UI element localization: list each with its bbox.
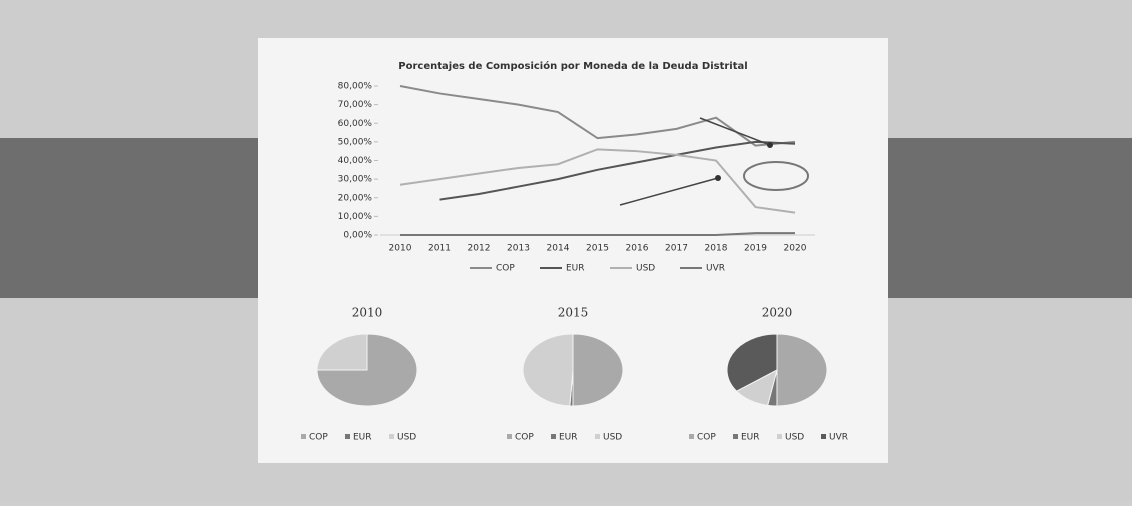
- legend-swatch: [821, 434, 826, 439]
- legend-label: USD: [397, 433, 416, 443]
- legend-label: EUR: [559, 433, 578, 443]
- series-line: [400, 232, 795, 236]
- legend-swatch: [689, 434, 694, 439]
- x-tick-label: 2012: [468, 244, 491, 254]
- series-line: [399, 85, 796, 147]
- annotation-arrow: [619, 177, 719, 206]
- legend-swatch: [551, 434, 556, 439]
- y-tick-label: 10,00%: [338, 212, 373, 222]
- legend-swatch: [507, 434, 512, 439]
- x-tick-label: 2011: [428, 244, 451, 254]
- legend-label: COP: [496, 264, 515, 274]
- legend-swatch: [301, 434, 306, 439]
- series-line: [439, 140, 796, 201]
- y-tick-label: 0,00%: [343, 231, 372, 241]
- x-tick-label: 2019: [744, 244, 767, 254]
- pie-slice: [316, 333, 418, 407]
- legend-label: EUR: [741, 433, 760, 443]
- x-tick-label: 2010: [389, 244, 412, 254]
- arrow-head: [767, 142, 773, 148]
- charts: Porcentajes de Composición por Moneda de…: [301, 60, 848, 443]
- pie-slice: [726, 333, 778, 392]
- chart-title: Porcentajes de Composición por Moneda de…: [398, 60, 747, 72]
- legend-label: COP: [309, 433, 328, 443]
- x-tick-label: 2020: [784, 244, 807, 254]
- legend-swatch: [777, 434, 782, 439]
- pie-slice: [522, 333, 574, 407]
- y-tick-label: 70,00%: [338, 100, 373, 110]
- pie-slice: [776, 333, 828, 407]
- legend-swatch: [595, 434, 600, 439]
- legend-swatch: [733, 434, 738, 439]
- x-tick-label: 2018: [705, 244, 728, 254]
- legend-label: USD: [785, 433, 804, 443]
- series-line: [399, 148, 796, 214]
- legend-swatch: [345, 434, 350, 439]
- legend-label: COP: [697, 433, 716, 443]
- y-tick-label: 20,00%: [338, 193, 373, 203]
- y-tick-label: 40,00%: [338, 156, 373, 166]
- pie-title: 2010: [352, 306, 383, 320]
- pie-slice: [572, 333, 624, 407]
- legend-label: UVR: [706, 264, 725, 274]
- x-tick-label: 2016: [626, 244, 649, 254]
- annotation-arrow: [699, 117, 771, 146]
- legend-label: EUR: [566, 264, 585, 274]
- x-tick-label: 2015: [586, 244, 609, 254]
- highlight-ellipse: [743, 161, 809, 191]
- pie-title: 2020: [762, 306, 793, 320]
- legend-label: UVR: [829, 433, 848, 443]
- x-tick-label: 2014: [547, 244, 570, 254]
- y-tick-label: 60,00%: [338, 119, 373, 129]
- x-tick-label: 2013: [507, 244, 530, 254]
- pie-slice: [316, 333, 368, 371]
- legend-label: USD: [603, 433, 622, 443]
- x-tick-label: 2017: [665, 244, 688, 254]
- pie-title: 2015: [558, 306, 589, 320]
- legend-swatch: [389, 434, 394, 439]
- legend-label: COP: [515, 433, 534, 443]
- y-tick-label: 80,00%: [338, 82, 373, 92]
- legend-label: USD: [636, 264, 655, 274]
- arrow-head: [715, 175, 721, 181]
- y-tick-label: 30,00%: [338, 175, 373, 185]
- legend-label: EUR: [353, 433, 372, 443]
- y-tick-label: 50,00%: [338, 137, 373, 147]
